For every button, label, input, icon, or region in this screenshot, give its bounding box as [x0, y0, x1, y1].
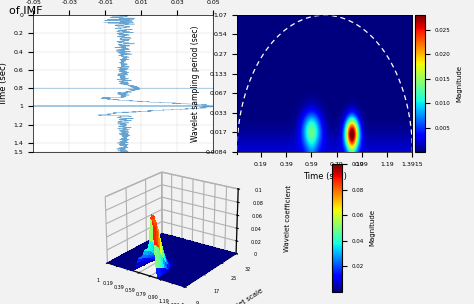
Y-axis label: Wavelet sampling period (sec): Wavelet sampling period (sec)	[191, 25, 200, 142]
Text: of IMF: of IMF	[9, 6, 43, 16]
Y-axis label: Magnitude: Magnitude	[456, 65, 462, 102]
Y-axis label: Time (sec): Time (sec)	[0, 62, 8, 105]
Y-axis label: Wavelet scale: Wavelet scale	[220, 288, 264, 304]
X-axis label: Time (sec): Time (sec)	[303, 172, 346, 181]
Y-axis label: Magnitude: Magnitude	[370, 209, 376, 247]
